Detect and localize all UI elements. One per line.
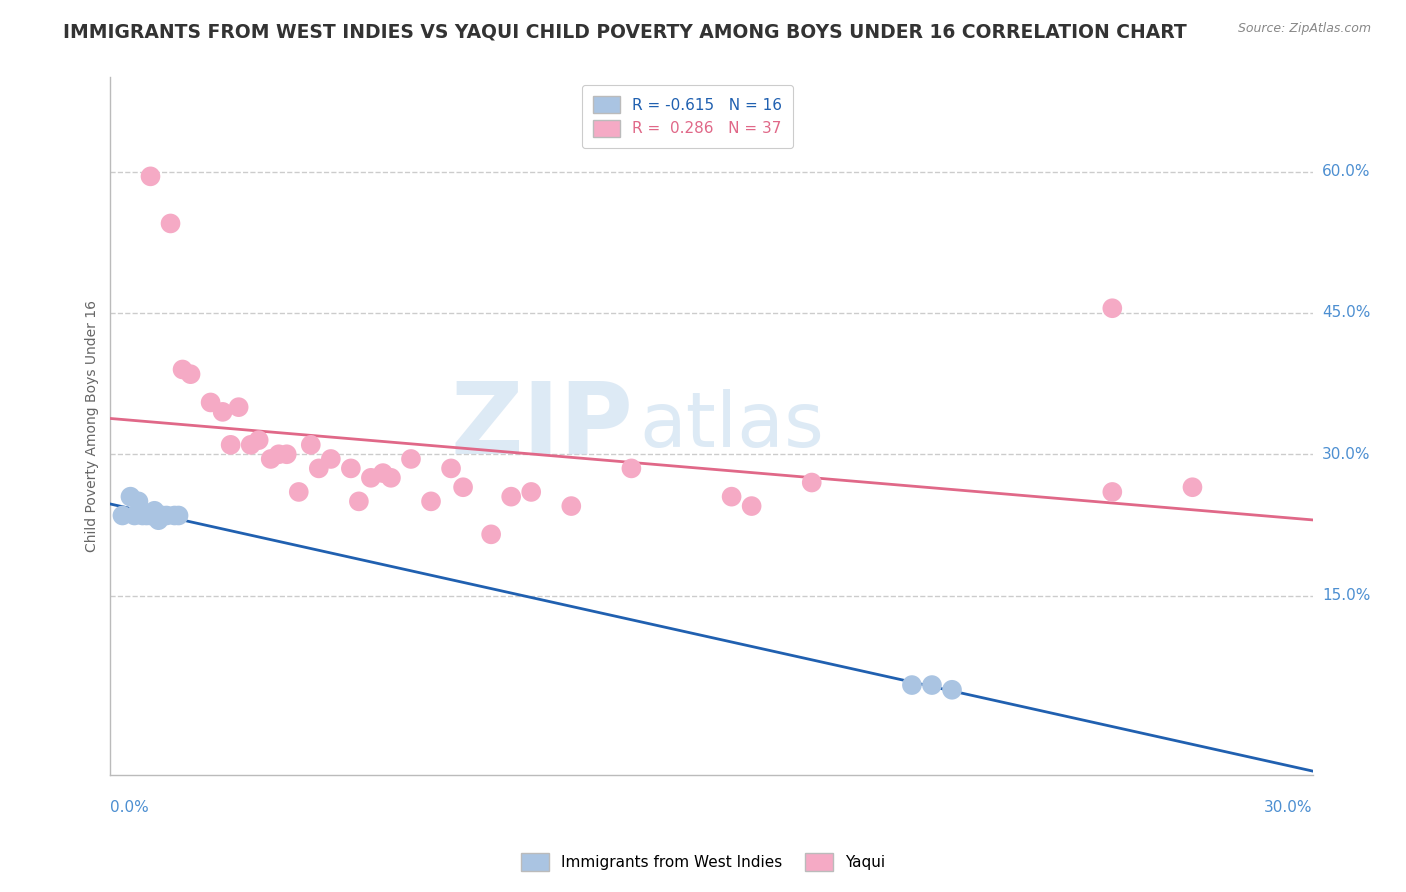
Point bbox=[219, 438, 242, 452]
Point bbox=[167, 508, 190, 523]
Point bbox=[620, 461, 643, 475]
Point bbox=[239, 438, 262, 452]
Point bbox=[155, 508, 177, 523]
Point bbox=[420, 494, 443, 508]
Point bbox=[131, 508, 153, 523]
Point bbox=[152, 508, 174, 523]
Point bbox=[371, 466, 394, 480]
Point bbox=[1101, 485, 1123, 500]
Text: 30.0%: 30.0% bbox=[1264, 799, 1313, 814]
Point bbox=[127, 494, 149, 508]
Point bbox=[800, 475, 823, 490]
Point bbox=[143, 504, 166, 518]
Point bbox=[1181, 480, 1204, 494]
Text: 45.0%: 45.0% bbox=[1322, 305, 1371, 320]
Legend: R = -0.615   N = 16, R =  0.286   N = 37: R = -0.615 N = 16, R = 0.286 N = 37 bbox=[582, 85, 793, 148]
Y-axis label: Child Poverty Among Boys Under 16: Child Poverty Among Boys Under 16 bbox=[86, 300, 100, 552]
Point bbox=[901, 678, 924, 692]
Point bbox=[319, 452, 342, 467]
Point bbox=[260, 452, 283, 467]
Text: 0.0%: 0.0% bbox=[111, 799, 149, 814]
Point bbox=[247, 433, 270, 447]
Point bbox=[180, 367, 202, 381]
Point bbox=[399, 452, 422, 467]
Point bbox=[479, 527, 502, 541]
Point bbox=[163, 508, 186, 523]
Point bbox=[200, 395, 222, 409]
Point bbox=[560, 499, 582, 513]
Point bbox=[347, 494, 370, 508]
Point bbox=[340, 461, 363, 475]
Point bbox=[276, 447, 298, 461]
Point bbox=[120, 490, 142, 504]
Point bbox=[172, 362, 194, 376]
Point bbox=[1101, 301, 1123, 316]
Point bbox=[228, 400, 250, 414]
Point bbox=[440, 461, 463, 475]
Point bbox=[308, 461, 330, 475]
Legend: Immigrants from West Indies, Yaqui: Immigrants from West Indies, Yaqui bbox=[512, 844, 894, 880]
Text: ZIP: ZIP bbox=[450, 377, 634, 475]
Text: atlas: atlas bbox=[640, 389, 824, 463]
Point bbox=[501, 490, 523, 504]
Point bbox=[451, 480, 474, 494]
Point bbox=[741, 499, 763, 513]
Point bbox=[148, 513, 170, 527]
Text: 30.0%: 30.0% bbox=[1322, 447, 1371, 462]
Text: 60.0%: 60.0% bbox=[1322, 164, 1371, 179]
Point bbox=[267, 447, 290, 461]
Point bbox=[139, 169, 162, 184]
Point bbox=[139, 508, 162, 523]
Point bbox=[124, 508, 146, 523]
Point bbox=[921, 678, 943, 692]
Point bbox=[159, 217, 181, 231]
Text: Source: ZipAtlas.com: Source: ZipAtlas.com bbox=[1237, 22, 1371, 36]
Point bbox=[299, 438, 322, 452]
Text: IMMIGRANTS FROM WEST INDIES VS YAQUI CHILD POVERTY AMONG BOYS UNDER 16 CORRELATI: IMMIGRANTS FROM WEST INDIES VS YAQUI CHI… bbox=[63, 22, 1187, 41]
Point bbox=[360, 471, 382, 485]
Point bbox=[135, 508, 157, 523]
Point bbox=[520, 485, 543, 500]
Point bbox=[720, 490, 742, 504]
Point bbox=[211, 405, 233, 419]
Text: 15.0%: 15.0% bbox=[1322, 588, 1371, 603]
Point bbox=[287, 485, 309, 500]
Point bbox=[380, 471, 402, 485]
Point bbox=[111, 508, 134, 523]
Point bbox=[941, 682, 963, 697]
